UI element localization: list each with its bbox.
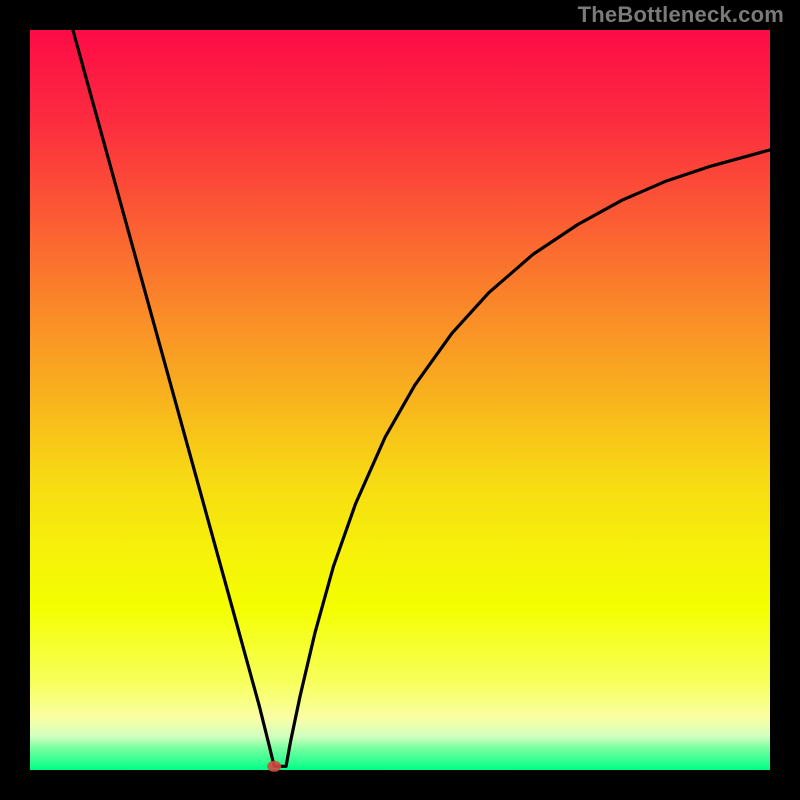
bottleneck-chart	[0, 0, 800, 800]
optimum-marker	[267, 761, 281, 772]
chart-frame: { "watermark": { "text": "TheBottleneck.…	[0, 0, 800, 800]
plot-background	[30, 30, 770, 770]
